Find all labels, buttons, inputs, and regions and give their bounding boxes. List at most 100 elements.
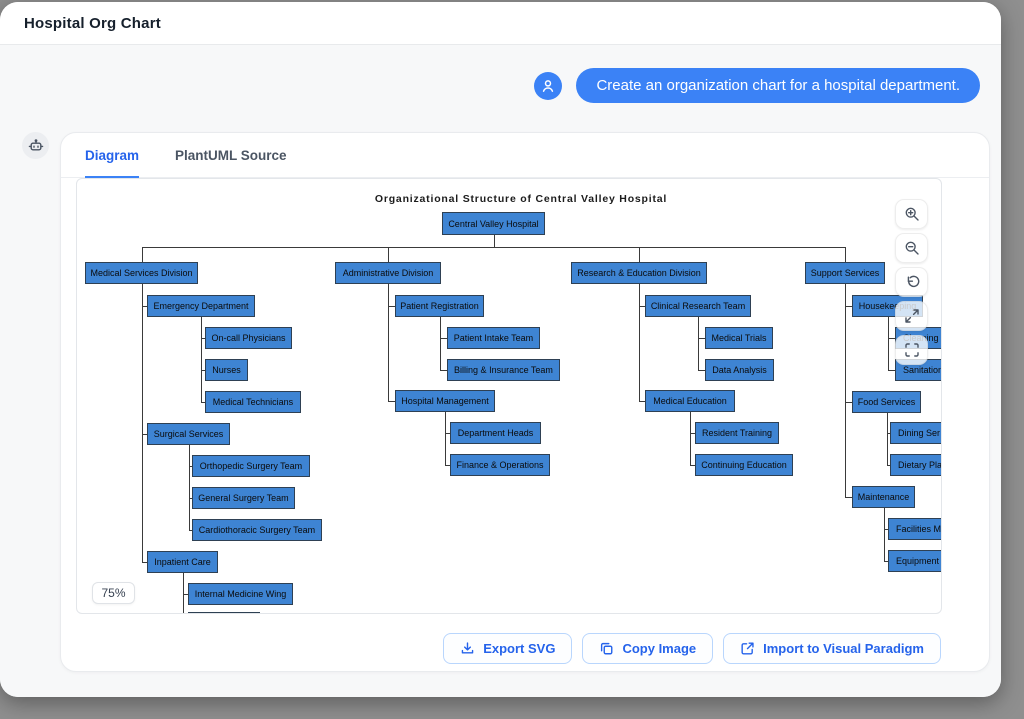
org-connector (201, 338, 205, 339)
org-connector (388, 247, 389, 262)
org-node-medtech: Medical Technicians (205, 391, 301, 413)
org-node-dining: Dining Ser (890, 422, 941, 444)
org-connector (189, 498, 192, 499)
user-message-row: Create an organization chart for a hospi… (534, 68, 980, 103)
org-connector (884, 508, 885, 561)
org-connector (639, 401, 645, 402)
org-connector (884, 529, 888, 530)
org-node-surgical: Surgical Services (147, 423, 230, 445)
org-chart: Central Valley Hospital Medical Services … (77, 179, 941, 613)
org-connector (388, 401, 395, 402)
tab-bar: Diagram PlantUML Source (61, 133, 989, 178)
zoom-out-icon (905, 241, 919, 255)
org-node-partial (188, 612, 260, 613)
org-node-maint: Maintenance (852, 486, 915, 508)
app-window: Hospital Org Chart Create an organizatio… (0, 2, 1001, 697)
org-node-emergency: Emergency Department (147, 295, 255, 317)
org-connector (690, 433, 695, 434)
tab-plantuml-source[interactable]: PlantUML Source (175, 148, 287, 163)
org-connector (887, 465, 890, 466)
org-connector (888, 370, 895, 371)
reset-icon (907, 275, 919, 288)
copy-image-button[interactable]: Copy Image (582, 633, 714, 664)
org-connector (183, 573, 184, 613)
tab-diagram[interactable]: Diagram (85, 133, 140, 178)
org-connector (887, 413, 888, 465)
org-connector (440, 338, 447, 339)
org-connector (690, 412, 691, 465)
zoom-in-button[interactable] (895, 199, 928, 229)
reset-view-button[interactable] (895, 267, 928, 297)
org-connector (189, 466, 192, 467)
org-connector (698, 338, 705, 339)
org-connector (884, 561, 888, 562)
assistant-avatar (22, 132, 49, 159)
fit-to-screen-button[interactable] (895, 335, 928, 365)
zoom-in-icon (905, 207, 919, 221)
org-connector (698, 317, 699, 370)
user-message-bubble: Create an organization chart for a hospi… (576, 68, 980, 103)
org-connector (388, 306, 395, 307)
org-connector (189, 530, 192, 531)
zoom-level-badge: 75% (92, 582, 135, 604)
org-node-imw: Internal Medicine Wing (188, 583, 293, 605)
org-node-billing: Billing & Insurance Team (447, 359, 560, 381)
user-avatar (534, 71, 563, 100)
org-connector (189, 445, 190, 530)
org-connector (388, 284, 389, 401)
page-title: Hospital Org Chart (24, 14, 161, 32)
org-connector (888, 338, 895, 339)
org-node-danalysis: Data Analysis (705, 359, 774, 381)
org-node-pintake: Patient Intake Team (447, 327, 540, 349)
org-connector (845, 247, 846, 262)
org-connector (142, 284, 143, 562)
org-node-sup: Support Services (805, 262, 885, 284)
main-content: Create an organization chart for a hospi… (0, 45, 1001, 697)
org-node-facilities: Facilities M (888, 518, 941, 540)
org-connector (201, 370, 205, 371)
import-visual-paradigm-label: Import to Visual Paradigm (763, 641, 924, 656)
copy-icon (601, 642, 613, 655)
fullscreen-button[interactable] (895, 301, 928, 331)
org-node-dietary: Dietary Pla (890, 454, 941, 476)
title-bar: Hospital Org Chart (0, 2, 1001, 45)
org-node-cardio: Cardiothoracic Surgery Team (192, 519, 322, 541)
zoom-out-button[interactable] (895, 233, 928, 263)
org-connector (445, 412, 446, 465)
org-connector (845, 402, 852, 403)
org-node-equipment: Equipment (888, 550, 941, 572)
org-connector (639, 284, 640, 401)
org-connector (845, 497, 852, 498)
org-connector (698, 370, 705, 371)
org-node-med: Medical Services Division (85, 262, 198, 284)
person-icon (543, 79, 554, 92)
org-node-finance: Finance & Operations (450, 454, 550, 476)
org-connector (440, 317, 441, 370)
org-connector (887, 433, 890, 434)
export-svg-label: Export SVG (483, 641, 556, 656)
org-connector (888, 317, 889, 370)
org-node-rtraining: Resident Training (695, 422, 779, 444)
org-connector (201, 402, 205, 403)
org-node-inpatient: Inpatient Care (147, 551, 218, 573)
org-connector (142, 247, 845, 248)
org-connector (639, 247, 640, 262)
fit-icon (904, 343, 919, 357)
org-connector (440, 370, 447, 371)
org-connector (183, 594, 188, 595)
org-node-res: Research & Education Division (571, 262, 707, 284)
import-visual-paradigm-button[interactable]: Import to Visual Paradigm (723, 633, 941, 664)
org-node-oncall: On-call Physicians (205, 327, 292, 349)
org-node-meded: Medical Education (645, 390, 735, 412)
expand-icon (904, 309, 919, 323)
robot-icon (28, 138, 43, 150)
org-connector (142, 562, 147, 563)
org-connector (445, 433, 450, 434)
external-link-icon (741, 642, 754, 655)
org-connector (201, 317, 202, 402)
org-node-crt: Clinical Research Team (645, 295, 751, 317)
org-connector (494, 235, 495, 247)
diagram-canvas[interactable]: Organizational Structure of Central Vall… (76, 178, 942, 614)
org-node-gensurg: General Surgery Team (192, 487, 295, 509)
export-svg-button[interactable]: Export SVG (443, 633, 573, 664)
